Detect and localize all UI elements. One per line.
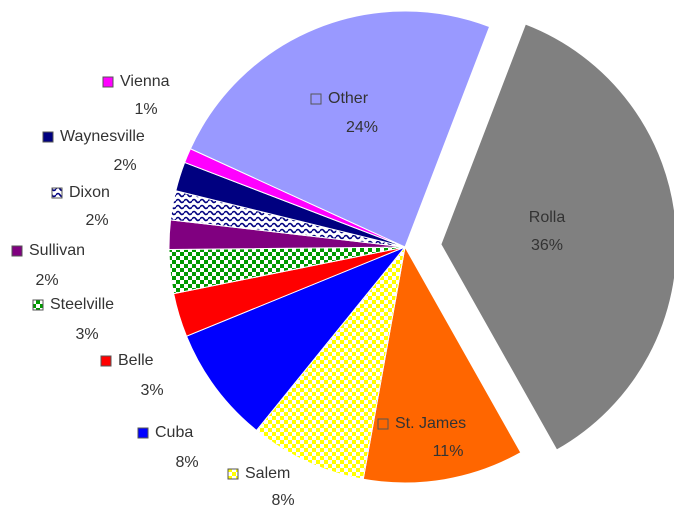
pie-slice xyxy=(189,10,491,248)
legend-key xyxy=(310,93,322,105)
legend-key xyxy=(42,131,54,143)
pie-slice xyxy=(255,246,406,480)
value-label: 11% xyxy=(433,443,464,460)
value-label: 2% xyxy=(85,212,108,229)
legend-key xyxy=(11,245,23,257)
legend-key xyxy=(227,468,239,480)
slice-label: St. James xyxy=(395,415,466,432)
slice-label: Vienna xyxy=(120,73,170,90)
pie-slice xyxy=(362,245,522,484)
value-label: 8% xyxy=(175,454,198,471)
slice-label: Steelville xyxy=(50,296,114,313)
legend-key xyxy=(377,418,389,430)
legend-key xyxy=(100,355,112,367)
slice-label: Other xyxy=(328,90,369,107)
pie-slice xyxy=(440,23,674,451)
legend-key xyxy=(137,427,149,439)
value-label: 36% xyxy=(531,237,563,254)
value-label: 3% xyxy=(75,326,98,343)
value-label: 2% xyxy=(35,272,58,289)
slice-label: Rolla xyxy=(529,209,566,226)
value-label: 8% xyxy=(271,492,294,509)
legend-key xyxy=(102,76,114,88)
legend-key xyxy=(51,187,63,199)
value-label: 2% xyxy=(113,157,136,174)
slice-label: Salem xyxy=(245,465,290,482)
slice-label: Belle xyxy=(118,352,154,369)
pie-slice xyxy=(185,246,406,432)
slice-label: Sullivan xyxy=(29,242,85,259)
slice-label: Dixon xyxy=(69,184,110,201)
value-label: 24% xyxy=(346,119,378,136)
legend-key xyxy=(32,299,44,311)
slice-label: Cuba xyxy=(155,424,193,441)
value-label: 3% xyxy=(140,382,163,399)
value-label: 1% xyxy=(134,101,157,118)
slice-label: Waynesville xyxy=(60,128,145,145)
